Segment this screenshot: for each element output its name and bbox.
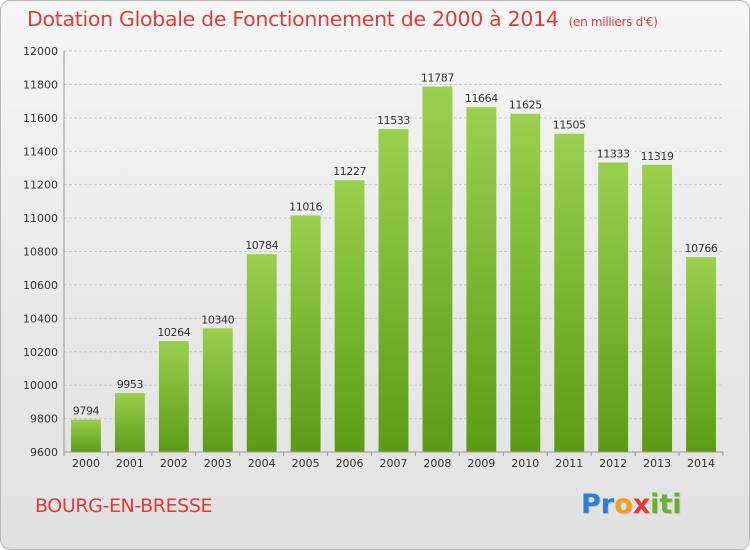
logo-letter: i [672,489,682,520]
y-tick-label: 9800 [30,413,58,426]
bar-value-label: 11533 [377,114,410,127]
y-tick-label: 11000 [23,212,58,225]
bar [202,328,233,452]
y-tick-label: 10800 [23,246,58,259]
bar-value-label: 9953 [117,378,144,391]
bar [422,86,453,453]
logo-letter: x [632,489,651,520]
logo-letter: r [600,489,615,520]
y-tick-label: 10600 [23,279,58,292]
bar [114,393,145,452]
x-tick-label: 2012 [599,457,627,470]
bar [378,129,409,452]
y-tick-label: 10000 [23,379,58,392]
bar-value-label: 11227 [333,165,366,178]
bar-value-label: 11787 [421,72,454,85]
chart-title-text: Dotation Globale de Fonctionnement de 20… [27,7,559,31]
x-tick-label: 2007 [380,457,408,470]
bar-value-label: 11319 [641,150,674,163]
y-tick-label: 10400 [23,312,58,325]
x-tick-label: 2010 [511,457,539,470]
bar-value-label: 11625 [509,99,542,112]
city-name: BOURG-EN-BRESSE [35,495,213,517]
bar [686,257,716,452]
bar [510,113,541,452]
bar-value-label: 10264 [157,326,190,339]
bar-value-label: 10766 [685,242,718,255]
bar-value-label: 11333 [597,147,630,160]
y-tick-label: 11600 [23,112,58,125]
x-tick-label: 2009 [467,457,495,470]
bar [246,254,277,452]
bar [466,107,497,452]
x-tick-label: 2001 [116,457,144,470]
bar [554,133,585,453]
logo-letter: P [581,489,601,520]
chart-title: Dotation Globale de Fonctionnement de 20… [27,7,658,31]
axes: 9600 9800 10000 10200 10400 10600 10800 11000 11… [23,45,724,470]
y-tick-label: 11200 [23,179,58,192]
bar-value-label: 10340 [201,313,234,326]
chart-subtitle: (en milliers d'€) [568,15,658,29]
x-tick-label: 2000 [72,457,100,470]
x-tick-label: 2002 [160,457,188,470]
bar-value-label: 10784 [245,239,278,252]
bar-value-label: 9794 [73,405,100,418]
y-tick-label: 11400 [23,145,58,158]
bars [71,86,716,453]
x-tick-label: 2011 [555,457,583,470]
x-tick-label: 2004 [248,457,276,470]
logo-letter: t [659,489,673,520]
bar [158,341,189,452]
bar [334,180,365,453]
bar [598,162,629,452]
x-tick-label: 2013 [643,457,671,470]
bar-value-label: 11505 [553,119,586,132]
y-tick-label: 12000 [23,45,58,58]
y-tick-label: 10200 [23,346,58,359]
x-tick-label: 2003 [204,457,232,470]
bar-value-label: 11016 [289,200,322,213]
proxiti-logo: Proxiti [581,489,682,520]
logo-letter: o [614,489,633,520]
logo-letter: i [650,489,660,520]
bar [71,419,101,452]
x-tick-label: 2006 [336,457,364,470]
y-tick-label: 11800 [23,78,58,91]
bar [642,164,673,452]
bar-value-label: 11664 [465,92,498,105]
bar [290,215,321,452]
y-tick-label: 9600 [30,446,58,459]
x-tick-label: 2005 [292,457,320,470]
x-tick-label: 2014 [687,457,715,470]
x-tick-label: 2008 [423,457,451,470]
